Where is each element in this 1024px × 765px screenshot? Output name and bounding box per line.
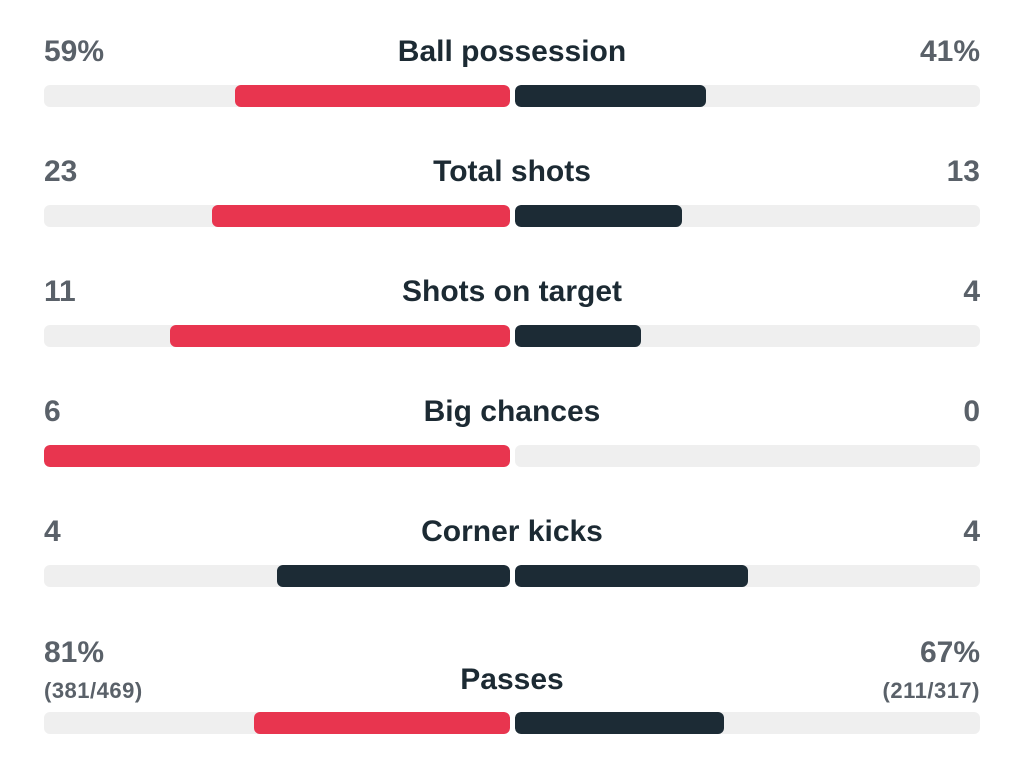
- away-bar-track: [515, 325, 980, 347]
- away-bar-track: [515, 85, 980, 107]
- home-bar-track: [44, 85, 510, 107]
- stat-label: Total shots: [433, 155, 591, 188]
- stat-label: Big chances: [423, 395, 601, 428]
- away-value: 41%: [919, 35, 980, 68]
- home-value: 81%: [44, 636, 105, 669]
- home-bar-track: [44, 565, 510, 587]
- home-value: 59%: [44, 35, 105, 68]
- away-value: 0: [963, 395, 980, 428]
- away-bar-fill: [515, 205, 683, 227]
- away-passes-detail: (211/317): [882, 678, 980, 703]
- home-bar-fill: [44, 445, 510, 467]
- away-bar-track: [515, 712, 980, 734]
- home-value: 4: [44, 515, 61, 548]
- away-bar-track: [515, 205, 980, 227]
- stat-label: Passes: [460, 663, 564, 696]
- home-bar-track: [44, 325, 510, 347]
- away-bar-fill: [515, 712, 725, 734]
- away-bar-fill: [515, 325, 641, 347]
- stat-label: Ball possession: [397, 35, 627, 68]
- home-passes-detail: (381/469): [44, 678, 143, 703]
- away-bar-fill: [515, 565, 748, 587]
- home-value: 6: [44, 395, 61, 428]
- home-bar-fill: [277, 565, 510, 587]
- away-value: 4: [963, 515, 980, 548]
- away-bar-track: [515, 445, 980, 467]
- home-bar-fill: [235, 85, 510, 107]
- home-bar-fill: [253, 712, 510, 734]
- away-value: 4: [963, 275, 980, 308]
- stat-label: Shots on target: [401, 275, 622, 308]
- home-value: 11: [44, 275, 76, 308]
- away-bar-fill: [515, 85, 706, 107]
- home-bar-track: [44, 712, 510, 734]
- away-value: 67%: [919, 636, 980, 669]
- away-value: 13: [946, 155, 980, 188]
- home-bar-fill: [211, 205, 510, 227]
- home-bar-fill: [169, 325, 510, 347]
- home-value: 23: [44, 155, 78, 188]
- away-bar-track: [515, 565, 980, 587]
- home-bar-track: [44, 445, 510, 467]
- home-bar-track: [44, 205, 510, 227]
- stat-label: Corner kicks: [421, 515, 603, 548]
